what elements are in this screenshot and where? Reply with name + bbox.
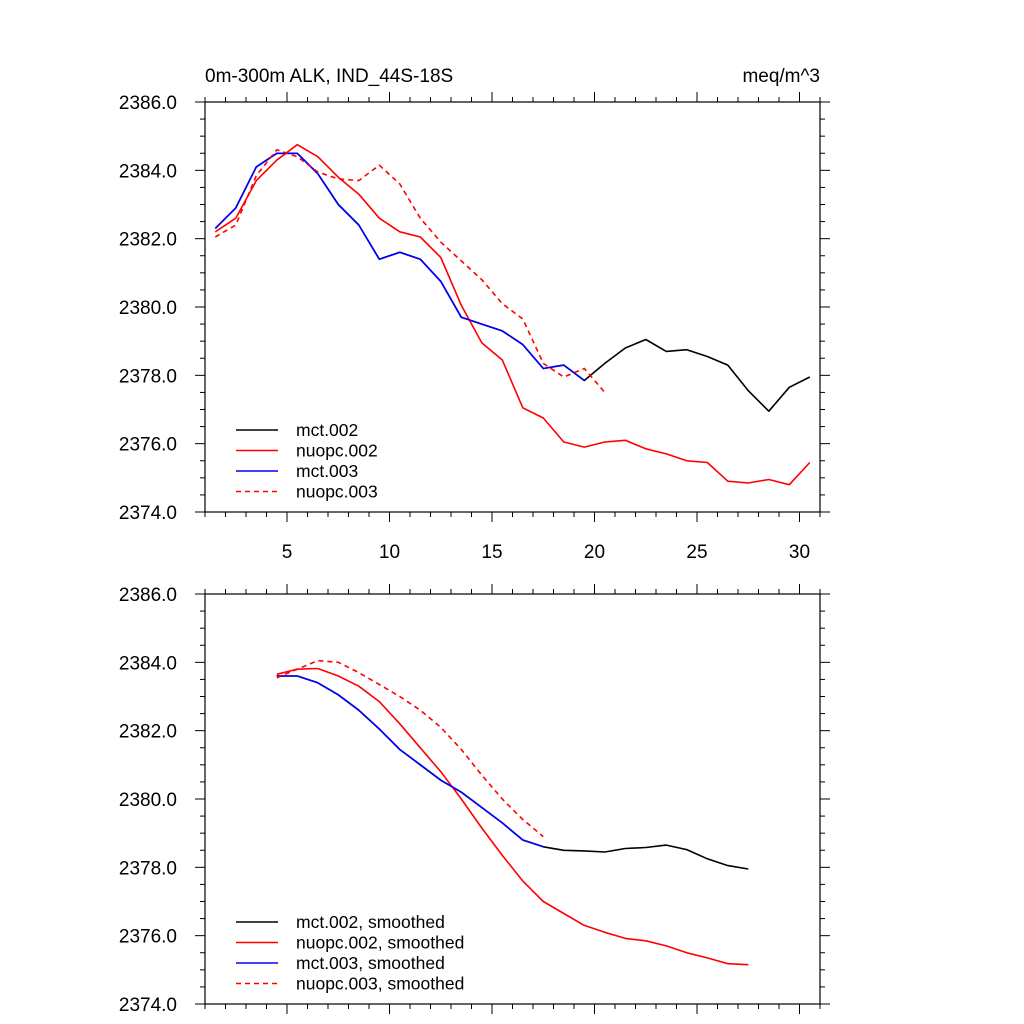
y-tick-label: 2384.0	[119, 653, 177, 674]
y-tick-label: 2380.0	[119, 790, 177, 811]
x-tick-label: 15	[481, 542, 502, 563]
series-line-3	[276, 659, 544, 838]
y-tick-label: 2382.0	[119, 230, 177, 251]
series-line-2	[276, 675, 544, 848]
series-line-1	[214, 143, 811, 486]
y-tick-label: 2378.0	[119, 366, 177, 387]
x-tick-label: 25	[686, 542, 707, 563]
chart-title: 0m-300m ALK, IND_44S-18S	[205, 66, 453, 87]
legend-label: mct.003, smoothed	[296, 953, 445, 973]
y-tick-label: 2374.0	[119, 503, 177, 524]
series-line-1	[276, 667, 749, 966]
y-tick-label: 2386.0	[119, 93, 177, 114]
panel-bottom: 2374.0 2376.0 2378.0 2380.0 2382.0 2384.0 2386…	[119, 584, 830, 1016]
panel-top: 2374.0 2376.0 2378.0 2380.0 2382.0 2384.0 2386…	[119, 66, 830, 563]
y-tick-label: 2376.0	[119, 435, 177, 456]
x-tick-label: 20	[584, 542, 605, 563]
legend-label: mct.003	[296, 461, 358, 481]
x-tick-label: 30	[789, 542, 810, 563]
x-tick-label: 5	[282, 542, 293, 563]
legend-label: nuopc.002	[296, 441, 378, 461]
series-line-3	[214, 149, 606, 393]
y-tick-label: 2382.0	[119, 722, 177, 743]
legend-label: mct.002, smoothed	[296, 912, 445, 932]
y-tick-label: 2384.0	[119, 161, 177, 182]
legend-label: nuopc.003, smoothed	[296, 974, 464, 994]
x-tick-label: 10	[379, 542, 400, 563]
series-line-0	[276, 675, 749, 870]
y-tick-label: 2380.0	[119, 298, 177, 319]
y-tick-label: 2376.0	[119, 927, 177, 948]
series-line-2	[214, 152, 585, 382]
series-line-0	[214, 152, 811, 413]
legend-label: mct.002	[296, 420, 358, 440]
units-label: meq/m^3	[742, 66, 820, 87]
y-tick-label: 2374.0	[119, 995, 177, 1016]
legend-label: nuopc.003	[296, 482, 378, 502]
y-tick-label: 2386.0	[119, 585, 177, 606]
legend-label: nuopc.002, smoothed	[296, 933, 464, 953]
y-tick-label: 2378.0	[119, 858, 177, 879]
